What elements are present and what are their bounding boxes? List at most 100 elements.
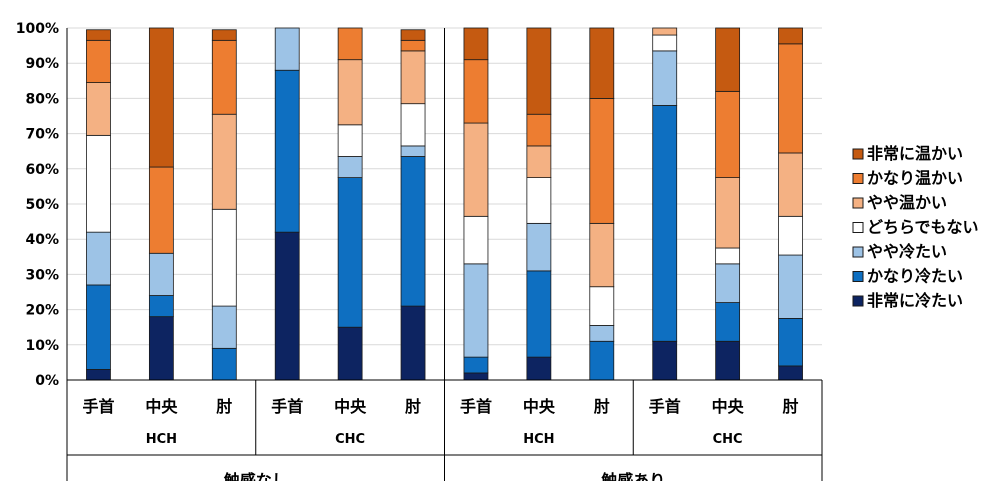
bar-segment xyxy=(274,27,300,71)
bar-segment xyxy=(715,90,741,178)
x-category-label: 中央 xyxy=(145,397,178,416)
bar-segment xyxy=(589,27,615,99)
bar-segment xyxy=(337,27,363,61)
bar-segment xyxy=(652,105,678,342)
bar-segment xyxy=(274,231,300,381)
bar-segment xyxy=(400,29,426,41)
bar-segment xyxy=(148,316,174,381)
bar-segment xyxy=(211,29,237,41)
y-tick-label: 60% xyxy=(25,162,59,178)
bar-segment xyxy=(337,177,363,328)
bar-segment xyxy=(778,27,803,45)
legend-label: 非常に冷たい xyxy=(867,291,963,310)
bar-segment xyxy=(463,122,489,217)
y-tick-label: 80% xyxy=(25,91,59,107)
bar-segment xyxy=(589,286,615,326)
bar-segment xyxy=(463,263,489,358)
bar-segment xyxy=(337,326,363,381)
x-category-label: 中央 xyxy=(334,397,367,416)
bar-segment xyxy=(211,208,237,307)
bar-segment xyxy=(778,43,803,154)
x-group-label: HCH xyxy=(146,432,177,447)
y-tick-label: 70% xyxy=(25,127,59,143)
bar-segment xyxy=(211,347,237,381)
x-category-label: 肘 xyxy=(216,397,232,416)
bar-segment xyxy=(778,152,803,217)
bar-segment xyxy=(86,284,111,370)
bar-segment xyxy=(526,113,552,147)
bar-segment xyxy=(463,372,489,381)
bar-segment xyxy=(526,222,552,272)
bar-segment xyxy=(400,156,426,307)
bar-segment xyxy=(526,177,552,224)
bar-segment xyxy=(86,134,111,233)
bar-segment xyxy=(715,340,741,381)
x-outer-group-label: 触感あり xyxy=(600,471,665,481)
x-category-label: 手首 xyxy=(649,397,681,416)
bar-segment xyxy=(86,231,111,286)
bar-segment xyxy=(589,98,615,224)
bar-segment xyxy=(778,365,803,381)
bar-segment xyxy=(589,340,615,381)
bar-segment xyxy=(148,166,174,254)
bar-segment xyxy=(463,27,489,61)
bar-segment xyxy=(589,325,615,342)
bar-segment xyxy=(86,369,111,381)
y-tick-label: 0% xyxy=(35,373,59,389)
bar-segment xyxy=(337,124,363,157)
bar-segment xyxy=(778,317,803,367)
bar-segment xyxy=(400,50,426,105)
bar-segment xyxy=(715,27,741,92)
bar-segment xyxy=(778,215,803,256)
bar-segment xyxy=(715,263,741,303)
bar-segment xyxy=(86,82,111,136)
bar-segment xyxy=(526,27,552,115)
x-category-label: 手首 xyxy=(82,397,114,416)
x-category-label: 手首 xyxy=(271,397,303,416)
bar-segment xyxy=(652,27,678,36)
x-category-label: 肘 xyxy=(594,397,610,416)
bar-segment xyxy=(526,270,552,358)
legend-swatch xyxy=(852,197,864,209)
legend-swatch xyxy=(852,222,864,233)
bar-segment xyxy=(337,59,363,126)
legend-swatch xyxy=(852,295,864,307)
bar-segment xyxy=(778,254,803,319)
bar-segment xyxy=(148,295,174,318)
legend-label: やや冷たい xyxy=(867,242,947,261)
bar-segment xyxy=(589,222,615,288)
bar-segment xyxy=(400,39,426,52)
legend-label: かなり温かい xyxy=(867,169,963,188)
bar-segment xyxy=(400,103,426,147)
bar-segment xyxy=(211,305,237,349)
bar-segment xyxy=(526,145,552,178)
bar-segment xyxy=(715,302,741,342)
bar-segment xyxy=(715,177,741,249)
y-tick-label: 20% xyxy=(25,303,59,319)
x-group-label: CHC xyxy=(713,432,743,447)
y-tick-label: 100% xyxy=(16,21,59,37)
legend-label: やや温かい xyxy=(867,193,947,212)
bar-segment xyxy=(526,356,552,381)
legend-label: 非常に温かい xyxy=(867,144,963,163)
bar-segment xyxy=(463,215,489,265)
bar-segment xyxy=(652,340,678,381)
legend-label: かなり冷たい xyxy=(867,267,963,286)
legend-swatch xyxy=(852,173,864,184)
bar-segment xyxy=(715,247,741,265)
y-tick-label: 30% xyxy=(25,267,59,283)
bar-segment xyxy=(337,156,363,178)
bar-segment xyxy=(463,356,489,374)
bar-segment xyxy=(400,145,426,157)
y-tick-label: 50% xyxy=(25,197,59,213)
bar-segment xyxy=(86,39,111,83)
legend-swatch xyxy=(852,271,864,282)
bar-segment xyxy=(86,29,111,41)
bar-segment xyxy=(211,39,237,115)
bar-segment xyxy=(211,113,237,210)
bar-segment xyxy=(274,69,300,233)
x-category-label: 中央 xyxy=(712,397,745,416)
bar-segment xyxy=(400,305,426,381)
